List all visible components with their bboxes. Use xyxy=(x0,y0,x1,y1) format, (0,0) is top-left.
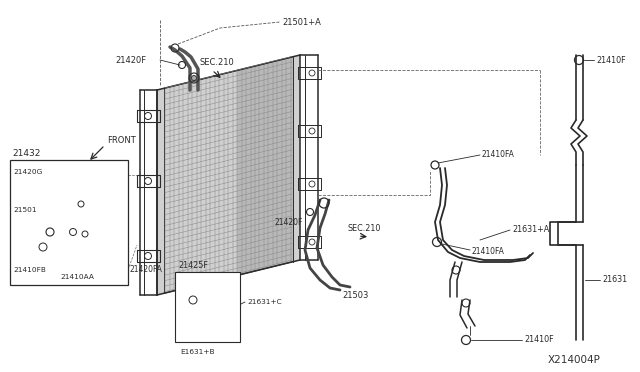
Text: E1631+B: E1631+B xyxy=(180,349,214,355)
Text: 21420F: 21420F xyxy=(275,218,303,227)
Text: 21631+A: 21631+A xyxy=(512,224,549,234)
Text: 21631+C: 21631+C xyxy=(247,299,282,305)
Text: 21432: 21432 xyxy=(12,148,40,157)
Text: 21410F: 21410F xyxy=(596,55,626,64)
Text: 21420F: 21420F xyxy=(115,55,146,64)
Text: 21631: 21631 xyxy=(602,276,627,285)
Text: 21410FB: 21410FB xyxy=(13,267,46,273)
Polygon shape xyxy=(237,57,293,275)
Text: SEC.210: SEC.210 xyxy=(348,224,381,232)
Text: 21410FA: 21410FA xyxy=(472,247,505,256)
Text: 21501: 21501 xyxy=(13,207,36,213)
Text: 21410AA: 21410AA xyxy=(60,274,94,280)
Text: FRONT: FRONT xyxy=(107,135,136,144)
Bar xyxy=(10,160,128,285)
Text: 21420G: 21420G xyxy=(13,169,42,175)
Text: 21503: 21503 xyxy=(342,291,369,299)
Text: 21420FA: 21420FA xyxy=(130,266,163,275)
Text: SEC.210: SEC.210 xyxy=(200,58,235,67)
Polygon shape xyxy=(157,55,300,295)
Text: 21425F: 21425F xyxy=(178,260,208,269)
Bar xyxy=(175,272,240,342)
Text: 21501+A: 21501+A xyxy=(282,17,321,26)
Text: 21410F: 21410F xyxy=(524,336,554,344)
Circle shape xyxy=(191,76,196,80)
Text: X214004P: X214004P xyxy=(548,355,601,365)
Text: 21410FA: 21410FA xyxy=(482,150,515,158)
